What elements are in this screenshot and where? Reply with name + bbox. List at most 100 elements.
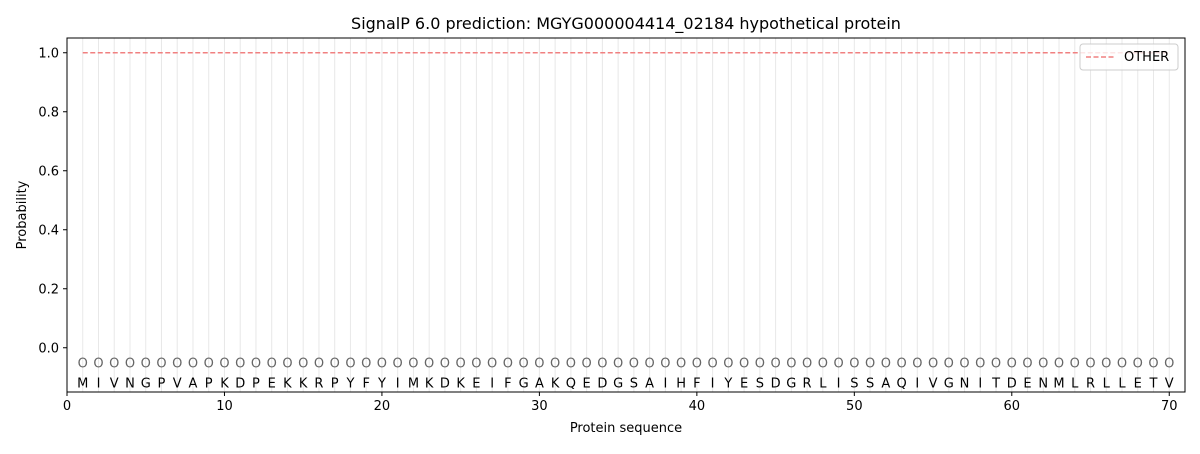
region-mark: O xyxy=(896,357,906,372)
region-mark: O xyxy=(912,357,922,372)
residue-label: F xyxy=(693,376,700,391)
region-mark: O xyxy=(881,357,891,372)
region-mark: O xyxy=(676,357,686,372)
region-mark: O xyxy=(377,357,387,372)
region-mark: O xyxy=(849,357,859,372)
region-mark: O xyxy=(1133,357,1143,372)
y-tick-label: 0.4 xyxy=(38,223,59,238)
residue-label: E xyxy=(472,376,480,391)
residue-label: Y xyxy=(723,376,732,391)
y-tick-label: 0.2 xyxy=(38,282,59,297)
y-axis-label: Probability xyxy=(15,180,30,249)
residue-label: E xyxy=(583,376,591,391)
residue-label: P xyxy=(158,376,166,391)
region-mark: O xyxy=(1085,357,1095,372)
residue-label: D xyxy=(771,376,781,391)
residue-label: E xyxy=(1023,376,1031,391)
residue-label: D xyxy=(597,376,607,391)
residue-label: K xyxy=(425,376,434,391)
residue-label: K xyxy=(283,376,292,391)
residue-label: I xyxy=(97,376,101,391)
region-mark: O xyxy=(786,357,796,372)
region-mark: O xyxy=(959,357,969,372)
residue-label: G xyxy=(141,376,151,391)
residue-label: F xyxy=(504,376,511,391)
residue-label: G xyxy=(519,376,529,391)
region-mark: O xyxy=(1054,357,1064,372)
grid-lines xyxy=(82,38,1170,392)
residue-label: S xyxy=(756,376,764,391)
region-mark: O xyxy=(1007,357,1017,372)
region-mark: O xyxy=(219,357,229,372)
region-mark: O xyxy=(802,357,812,372)
residue-label: N xyxy=(125,376,135,391)
region-mark: O xyxy=(723,357,733,372)
residue-label: P xyxy=(331,376,339,391)
region-mark: O xyxy=(755,357,765,372)
region-mark: O xyxy=(1070,357,1080,372)
x-tick-label: 30 xyxy=(531,399,548,414)
residue-label: I xyxy=(837,376,841,391)
region-mark: O xyxy=(534,357,544,372)
region-mark: O xyxy=(267,357,277,372)
region-mark: O xyxy=(78,357,88,372)
region-mark: O xyxy=(330,357,340,372)
residue-label: F xyxy=(362,376,369,391)
residue-label: K xyxy=(220,376,229,391)
residue-label: D xyxy=(440,376,450,391)
region-mark: O xyxy=(550,357,560,372)
region-mark: O xyxy=(660,357,670,372)
region-mark: O xyxy=(770,357,780,372)
x-tick-label: 40 xyxy=(689,399,706,414)
region-mark: O xyxy=(1101,357,1111,372)
region-mark: O xyxy=(424,357,434,372)
region-mark: O xyxy=(408,357,418,372)
residue-label: S xyxy=(850,376,858,391)
x-tick-label: 0 xyxy=(63,399,71,414)
residue-label: L xyxy=(1118,376,1126,391)
region-mark: O xyxy=(739,357,749,372)
region-mark: O xyxy=(188,357,198,372)
chart-title: SignalP 6.0 prediction: MGYG000004414_02… xyxy=(351,14,901,34)
residue-label: Y xyxy=(377,376,386,391)
region-mark: O xyxy=(613,357,623,372)
residue-label: G xyxy=(944,376,954,391)
region-mark: O xyxy=(1148,357,1158,372)
residue-label: R xyxy=(1086,376,1095,391)
region-mark: O xyxy=(519,357,529,372)
residue-label: K xyxy=(456,376,465,391)
residue-label: M xyxy=(1053,376,1064,391)
y-tick-label: 0.0 xyxy=(38,341,59,356)
residue-label: P xyxy=(252,376,260,391)
y-tick-label: 0.8 xyxy=(38,105,59,120)
residue-label: E xyxy=(740,376,748,391)
residue-label: Q xyxy=(566,376,576,391)
residue-label: H xyxy=(676,376,686,391)
x-tick-label: 70 xyxy=(1161,399,1178,414)
residue-label: I xyxy=(711,376,715,391)
residue-marks: OMOIOVONOGOPOVOAOPOKODOPOEOKOKOROPOYOFOY… xyxy=(77,357,1174,392)
region-mark: O xyxy=(172,357,182,372)
region-mark: O xyxy=(944,357,954,372)
region-mark: O xyxy=(582,357,592,372)
region-mark: O xyxy=(1164,357,1174,372)
residue-label: I xyxy=(490,376,494,391)
residue-label: N xyxy=(1038,376,1048,391)
region-mark: O xyxy=(645,357,655,372)
residue-label: L xyxy=(1071,376,1079,391)
residue-label: M xyxy=(408,376,419,391)
residue-label: P xyxy=(205,376,213,391)
residue-label: D xyxy=(1007,376,1017,391)
residue-label: Y xyxy=(345,376,354,391)
x-axis-label: Protein sequence xyxy=(570,421,682,436)
residue-label: M xyxy=(77,376,88,391)
legend-label-other: OTHER xyxy=(1124,50,1169,65)
region-mark: O xyxy=(692,357,702,372)
region-mark: O xyxy=(314,357,324,372)
residue-label: R xyxy=(803,376,812,391)
residue-label: T xyxy=(1149,376,1158,391)
residue-label: V xyxy=(173,376,182,391)
legend: OTHER xyxy=(1079,43,1179,71)
region-mark: O xyxy=(471,357,481,372)
